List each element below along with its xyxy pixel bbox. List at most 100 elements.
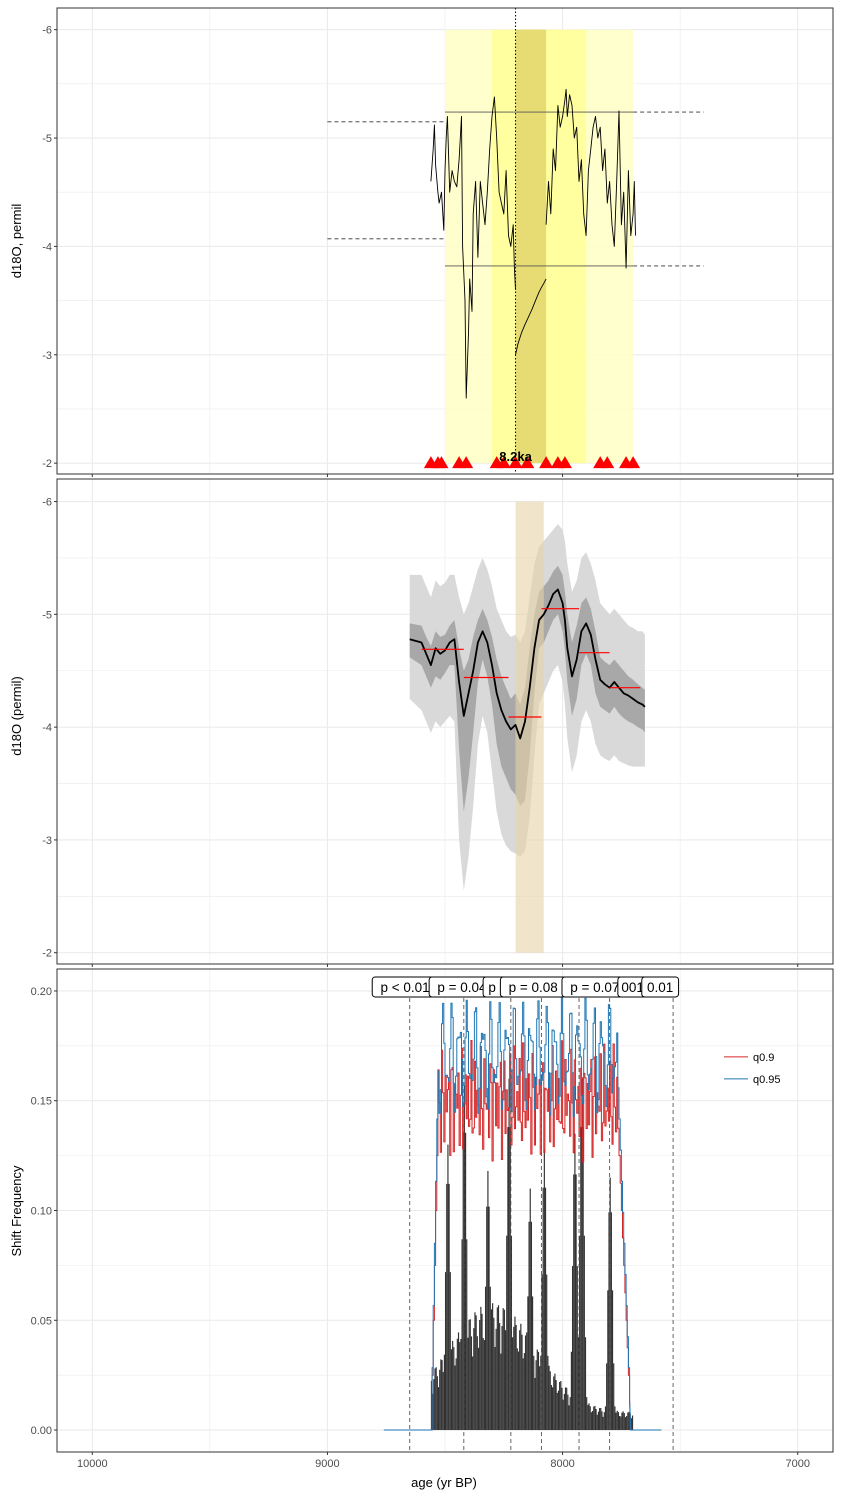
frequency-bar	[474, 1312, 476, 1431]
y-tick-label: -2	[42, 948, 52, 960]
frequency-bar	[541, 1274, 543, 1431]
frequency-bar	[588, 1403, 590, 1431]
frequency-bar	[570, 1351, 572, 1431]
frequency-bar	[494, 1346, 496, 1431]
frequency-bar	[522, 1358, 524, 1431]
frequency-bar	[555, 1380, 557, 1431]
frequency-bar	[576, 1266, 578, 1431]
age-control-triangle	[626, 456, 641, 469]
frequency-bar	[477, 1347, 480, 1431]
frequency-bar	[610, 1212, 612, 1431]
frequency-bar	[627, 1412, 629, 1431]
frequency-bar	[489, 1286, 491, 1431]
legend-label: q0.95	[753, 1074, 781, 1086]
frequency-bar	[516, 1348, 518, 1431]
age-control-triangle	[459, 456, 474, 469]
frequency-bar	[544, 1187, 547, 1431]
frequency-bar	[476, 1336, 478, 1431]
frequency-bar	[616, 1410, 618, 1431]
frequency-bar	[567, 1394, 569, 1431]
frequency-bar	[507, 1127, 509, 1431]
frequency-bar	[528, 1221, 530, 1431]
frequency-bar	[469, 1319, 471, 1431]
x-tick-label: 10000	[77, 1458, 108, 1470]
frequency-bar	[472, 1356, 474, 1431]
frequency-bar	[630, 1418, 632, 1431]
frequency-bar	[436, 1376, 438, 1431]
event-band-inner	[515, 29, 547, 464]
frequency-bar	[589, 1406, 591, 1431]
frequency-bar	[577, 1337, 580, 1431]
frequency-bar	[483, 1340, 485, 1431]
frequency-bar	[553, 1376, 555, 1431]
frequency-bar	[442, 1371, 444, 1431]
frequency-bar	[455, 1358, 457, 1431]
frequency-bar	[460, 1339, 462, 1431]
y-tick-label: -5	[42, 609, 52, 621]
frequency-bar	[560, 1381, 562, 1431]
y-tick-label: -4	[42, 722, 52, 734]
age-control-triangle	[600, 456, 615, 469]
frequency-bar	[573, 1174, 575, 1431]
frequency-bar	[608, 1212, 610, 1431]
p-value-label: 0.01	[647, 980, 673, 995]
age-control-triangle	[508, 456, 523, 469]
event-label: 8.2ka	[499, 449, 532, 464]
y-axis-title-middle: d18O (permil)	[9, 676, 24, 755]
frequency-bar	[481, 1313, 483, 1431]
frequency-bar	[587, 1404, 589, 1431]
frequency-bar	[533, 1355, 535, 1431]
frequency-bar	[601, 1411, 603, 1431]
frequency-bar	[581, 1078, 583, 1431]
frequency-bar	[604, 1406, 607, 1431]
frequency-bar	[568, 1405, 570, 1431]
y-tick-label: -4	[42, 241, 52, 253]
frequency-bar	[462, 1132, 464, 1431]
frequency-bar	[464, 1132, 467, 1431]
frequency-bar	[515, 1324, 517, 1431]
frequency-bar	[620, 1416, 622, 1431]
frequency-bar	[537, 1351, 540, 1431]
frequency-bar	[631, 1415, 634, 1431]
p-value-label: p = 0.07	[570, 980, 619, 995]
frequency-bar	[602, 1416, 604, 1431]
frequency-bar	[430, 1380, 433, 1431]
frequency-bar	[584, 1337, 587, 1431]
event-highlight-band	[515, 501, 544, 953]
frequency-bar	[540, 1355, 542, 1431]
p-value-label: p = 0.08	[509, 980, 558, 995]
frequency-bar	[591, 1410, 594, 1431]
frequency-bar	[624, 1417, 627, 1431]
frequency-bar	[435, 1367, 437, 1431]
frequency-bar	[546, 1274, 548, 1431]
frequency-bar	[554, 1373, 556, 1431]
frequency-bar	[459, 1342, 461, 1431]
frequency-bar	[586, 1397, 588, 1431]
frequency-bar	[551, 1387, 554, 1431]
frequency-bar	[535, 1360, 537, 1431]
frequency-bar	[482, 1338, 484, 1431]
frequency-bar	[466, 1239, 468, 1431]
frequency-bar	[547, 1355, 549, 1431]
frequency-bar	[503, 1309, 505, 1431]
frequency-bar	[534, 1377, 536, 1431]
frequency-bar	[432, 1393, 434, 1431]
panel-bottom-shift-frequency: 0.00 0.05 0.10 0.15 0.20 10000 9000 8000 7000 p <…	[31, 968, 834, 1470]
frequency-bar	[443, 1354, 445, 1431]
d18o-series-line-2	[545, 88, 636, 269]
frequency-bar	[529, 1188, 531, 1431]
frequency-bar	[502, 1308, 504, 1431]
frequency-bar	[575, 1174, 577, 1431]
frequency-bar	[564, 1387, 567, 1431]
frequency-bar	[488, 1206, 490, 1431]
panel-border	[56, 968, 834, 1453]
frequency-bar	[506, 1235, 508, 1431]
frequency-bar	[530, 1221, 533, 1431]
frequency-bar	[609, 1177, 611, 1431]
frequency-bar	[486, 1206, 488, 1431]
age-control-triangle	[434, 456, 449, 469]
y-tick-label: 0.20	[31, 986, 52, 998]
panel-middle-d18o-ensemble: -2 -3 -4 -5 -6	[42, 478, 834, 967]
frequency-bar	[542, 1187, 544, 1431]
frequency-bar	[561, 1387, 563, 1431]
